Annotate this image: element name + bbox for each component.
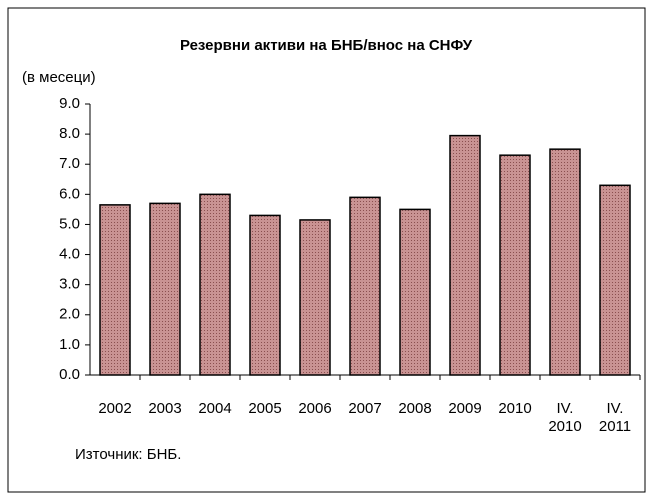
y-tick-label: 9.0 <box>59 95 80 112</box>
bar <box>599 184 631 376</box>
bar <box>99 204 131 376</box>
y-tick-label: 3.0 <box>59 276 80 293</box>
y-tick-label: 1.0 <box>59 336 80 353</box>
bar <box>549 148 581 376</box>
chart-title: Резервни активи на БНБ/внос на СНФУ <box>180 37 473 54</box>
x-tick-label: IV. 2011 <box>598 400 632 435</box>
x-tick-label: 2002 <box>98 400 132 417</box>
frame <box>7 7 646 493</box>
bar <box>499 154 531 376</box>
bar <box>449 134 481 376</box>
y-tick-label: 2.0 <box>59 306 80 323</box>
y-tick-label: 7.0 <box>59 155 80 172</box>
unit-label: (в месеци) <box>22 69 96 86</box>
x-tick-label: IV. 2010 <box>548 400 582 435</box>
y-tick-label: 5.0 <box>59 215 80 232</box>
y-tick-label: 4.0 <box>59 246 80 263</box>
x-tick-label: 2007 <box>348 400 382 417</box>
source: Източник: БНБ. <box>75 446 181 463</box>
x-tick-label: 2005 <box>248 400 282 417</box>
bar <box>249 214 281 376</box>
x-tick-label: 2010 <box>498 400 532 417</box>
x-tick-label: 2009 <box>448 400 482 417</box>
y-tick-label: 6.0 <box>59 185 80 202</box>
x-tick-label: 2008 <box>398 400 432 417</box>
bar <box>199 193 231 376</box>
x-tick-label: 2006 <box>298 400 332 417</box>
x-tick-label: 2004 <box>198 400 232 417</box>
y-tick-label: 0.0 <box>59 366 80 383</box>
bar <box>349 196 381 376</box>
y-tick-label: 8.0 <box>59 125 80 142</box>
bar <box>299 219 331 376</box>
x-tick-label: 2003 <box>148 400 182 417</box>
bar <box>399 208 431 376</box>
bar <box>149 202 181 376</box>
